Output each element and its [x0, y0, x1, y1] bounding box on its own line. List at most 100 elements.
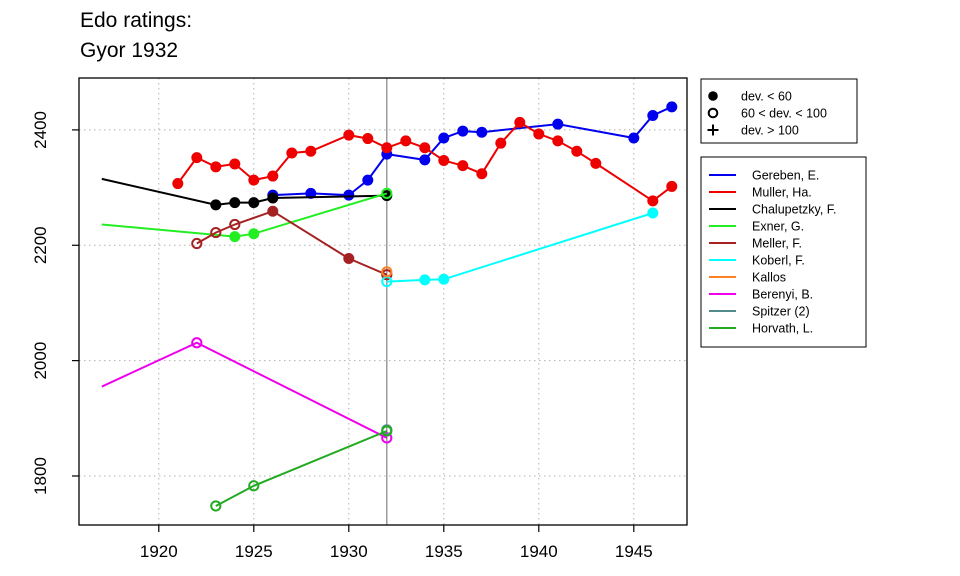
y-tick-label: 2000	[31, 342, 50, 380]
data-point-filled	[286, 147, 298, 159]
data-point-filled	[438, 273, 450, 285]
data-point-filled	[248, 228, 260, 240]
series-line	[196, 210, 388, 276]
legend-filled-circle-icon	[708, 91, 718, 101]
series-line	[272, 105, 673, 197]
x-tick-label: 1945	[615, 542, 653, 561]
series-kallos	[381, 266, 393, 278]
chart-title-line-2: Gyor 1932	[80, 39, 179, 62]
data-point-filled	[552, 135, 564, 147]
data-point-filled	[590, 157, 602, 169]
data-point-filled	[267, 205, 279, 217]
data-point-filled	[191, 152, 203, 164]
data-point-filled	[476, 126, 488, 138]
data-point-filled	[210, 199, 222, 211]
data-point-filled	[343, 253, 355, 265]
series-line	[215, 430, 388, 507]
data-point-filled	[229, 231, 241, 243]
x-tick-label: 1940	[520, 542, 558, 561]
data-point-filled	[457, 125, 469, 137]
series-legend-label: Kallos	[752, 271, 786, 285]
series-gereben-e	[267, 101, 678, 201]
data-point-filled	[343, 129, 355, 141]
x-tick-label: 1935	[425, 542, 463, 561]
data-point-filled	[571, 145, 583, 157]
series-legend-label: Exner, G.	[752, 220, 804, 234]
grid	[79, 78, 687, 525]
series-horvath-l	[210, 425, 393, 512]
series-line	[101, 177, 387, 206]
data-point-filled	[419, 142, 431, 154]
symbol-legend: dev. < 60 60 < dev. < 100 dev. > 100	[700, 78, 858, 144]
series-line	[101, 192, 388, 238]
data-point-filled	[381, 142, 393, 154]
data-point-filled	[172, 178, 184, 190]
data-point-open	[191, 337, 203, 349]
series-legend-label: Koberl, F.	[752, 254, 805, 268]
data-point-open	[248, 480, 260, 492]
data-point-open	[229, 218, 241, 231]
data-point-filled	[267, 192, 279, 204]
chart-title-line-1: Edo ratings:	[80, 9, 193, 32]
series-legend-box	[700, 156, 867, 348]
data-point-filled	[229, 158, 241, 170]
data-point-filled	[419, 274, 431, 286]
data-point-open	[381, 432, 393, 444]
x-tick-label: 1925	[235, 542, 273, 561]
data-point-filled	[267, 170, 279, 182]
data-point-filled	[647, 109, 659, 121]
data-point-filled	[628, 132, 640, 144]
data-point-filled	[647, 207, 659, 219]
data-point-filled	[457, 160, 469, 172]
x-tick-label: 1920	[140, 542, 178, 561]
symbol-legend-label: 60 < dev. < 100	[741, 107, 827, 121]
data-point-filled	[210, 161, 222, 173]
series-line	[386, 212, 654, 283]
y-tick-label: 2400	[31, 111, 50, 149]
data-point-filled	[552, 118, 564, 130]
data-point-filled	[533, 128, 545, 140]
y-tick-label: 2200	[31, 226, 50, 264]
data-point-open	[381, 425, 393, 437]
series-exner-g	[101, 187, 393, 243]
symbol-legend-label: dev. < 60	[741, 90, 792, 104]
data-point-filled	[305, 187, 317, 199]
series-koberl-f	[381, 207, 659, 288]
data-point-open	[191, 237, 203, 250]
data-point-open	[381, 266, 393, 278]
series-line	[101, 341, 388, 439]
series-legend-label: Spitzer (2)	[752, 305, 810, 319]
axes: 1920 1925 1930 1935 1940 1945 1800 2000 2200 2400	[31, 111, 653, 561]
data-point-filled	[362, 133, 374, 145]
symbol-legend-box	[700, 78, 858, 144]
data-point-filled	[666, 101, 678, 113]
data-point-filled	[343, 189, 355, 201]
data-point-open	[210, 500, 222, 512]
series-legend: Gereben, E. Muller, Ha. Chalupetzky, F. Exn…	[700, 156, 867, 348]
series-legend-label: Gereben, E.	[752, 169, 819, 183]
series-legend-label: Horvath, L.	[752, 322, 813, 336]
x-tick-label: 1930	[330, 542, 368, 561]
data-point-filled	[248, 174, 260, 186]
data-point-filled	[438, 132, 450, 144]
series-layer	[101, 101, 678, 512]
legend-open-circle-icon	[707, 107, 719, 119]
data-point-filled	[362, 174, 374, 186]
series-chalupetzky-f	[101, 177, 393, 211]
plot-frame	[78, 77, 688, 526]
series-legend-label: Muller, Ha.	[752, 186, 812, 200]
data-point-filled	[514, 116, 526, 128]
data-point-filled	[419, 154, 431, 166]
data-point-filled	[495, 137, 507, 149]
data-point-filled	[476, 168, 488, 180]
data-point-filled	[647, 195, 659, 207]
series-legend-label: Berenyi, B.	[752, 288, 813, 302]
series-legend-label: Chalupetzky, F.	[752, 203, 837, 217]
series-berenyi-b	[101, 337, 393, 444]
data-point-filled	[400, 135, 412, 147]
data-point-open	[210, 226, 222, 239]
data-point-filled	[248, 197, 260, 209]
symbol-legend-label: dev. > 100	[741, 124, 799, 138]
data-point-filled	[438, 154, 450, 166]
